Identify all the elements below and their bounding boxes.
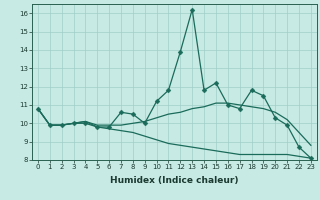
X-axis label: Humidex (Indice chaleur): Humidex (Indice chaleur)	[110, 176, 239, 185]
